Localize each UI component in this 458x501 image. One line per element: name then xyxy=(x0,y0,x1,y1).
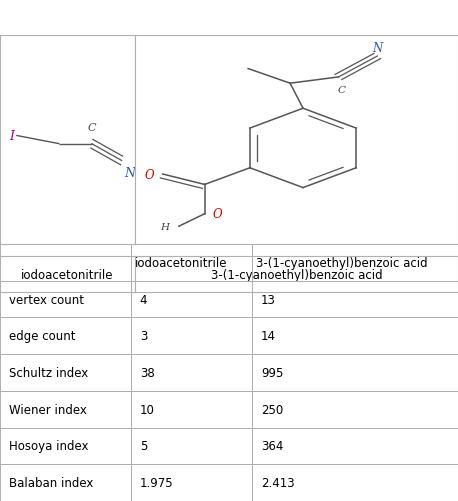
Bar xyxy=(252,244,458,281)
Text: 364: 364 xyxy=(261,439,284,452)
Text: Schultz index: Schultz index xyxy=(9,366,88,379)
Text: Wiener index: Wiener index xyxy=(9,403,87,416)
Text: N: N xyxy=(372,42,382,55)
Bar xyxy=(0,464,131,501)
Bar xyxy=(252,428,458,464)
Text: 5: 5 xyxy=(140,439,147,452)
Bar xyxy=(131,391,252,428)
Text: 3-(1-cyanoethyl)benzoic acid: 3-(1-cyanoethyl)benzoic acid xyxy=(211,268,382,281)
Bar xyxy=(252,318,458,354)
Bar xyxy=(131,318,252,354)
Text: vertex count: vertex count xyxy=(9,293,84,306)
Text: 3: 3 xyxy=(140,330,147,343)
Text: C: C xyxy=(87,123,96,133)
Bar xyxy=(252,464,458,501)
Bar xyxy=(131,464,252,501)
Text: iodoacetonitrile: iodoacetonitrile xyxy=(135,257,228,270)
Text: 1.975: 1.975 xyxy=(140,476,173,489)
Text: 10: 10 xyxy=(140,403,154,416)
Bar xyxy=(0,391,131,428)
Text: iodoacetonitrile: iodoacetonitrile xyxy=(22,268,114,281)
Bar xyxy=(252,281,458,318)
Text: 4: 4 xyxy=(140,293,147,306)
Text: H: H xyxy=(160,222,169,231)
Bar xyxy=(0,318,131,354)
Text: I: I xyxy=(10,130,15,143)
Text: 14: 14 xyxy=(261,330,276,343)
Bar xyxy=(0,281,131,318)
Bar xyxy=(252,391,458,428)
Text: 38: 38 xyxy=(140,366,154,379)
Text: 13: 13 xyxy=(261,293,276,306)
Bar xyxy=(0,428,131,464)
Text: 995: 995 xyxy=(261,366,284,379)
Bar xyxy=(0,354,131,391)
Text: O: O xyxy=(213,208,223,221)
Text: C: C xyxy=(338,86,346,95)
Bar xyxy=(252,354,458,391)
Text: Hosoya index: Hosoya index xyxy=(9,439,89,452)
Text: edge count: edge count xyxy=(9,330,76,343)
Text: Balaban index: Balaban index xyxy=(9,476,93,489)
Bar xyxy=(0,244,131,281)
Text: 2.413: 2.413 xyxy=(261,476,294,489)
Text: 3-(1-cyanoethyl)benzoic acid: 3-(1-cyanoethyl)benzoic acid xyxy=(256,257,428,270)
Bar xyxy=(131,281,252,318)
Text: N: N xyxy=(124,167,135,180)
Bar xyxy=(131,354,252,391)
Text: O: O xyxy=(145,168,155,181)
Bar xyxy=(131,244,252,281)
Text: 250: 250 xyxy=(261,403,284,416)
Bar xyxy=(131,428,252,464)
